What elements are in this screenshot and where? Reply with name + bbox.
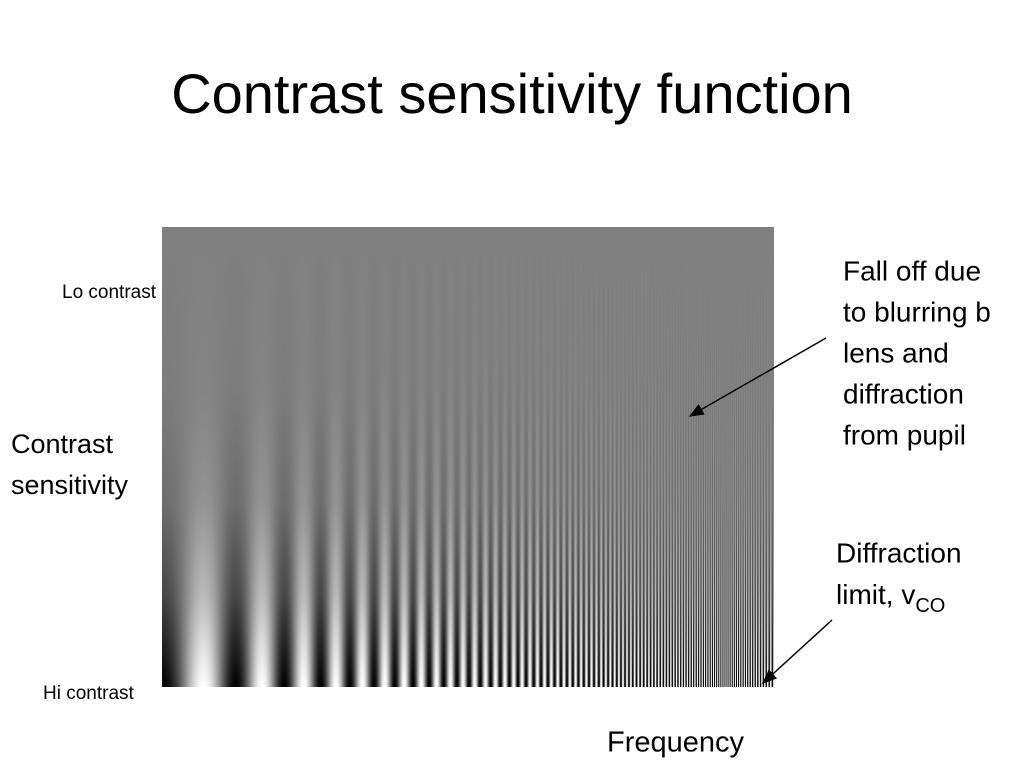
arrow [688, 337, 827, 417]
annotation-line: limit, vCO [836, 579, 945, 617]
annotation-line: diffraction [843, 378, 964, 409]
y-label: Contrast [11, 429, 114, 459]
x-label: Frequency [607, 727, 745, 759]
title: Contrast sensitivity function [171, 62, 853, 125]
annotation-line: lens and [843, 337, 949, 368]
annotation-line: from pupil [843, 419, 966, 450]
contrast-fade [162, 227, 774, 687]
bottom-label: Hi contrast [43, 683, 135, 704]
subscript: CO [915, 595, 945, 617]
top-label: Lo contrast [62, 282, 157, 303]
arrow [761, 619, 833, 685]
annotation-line: Diffraction [836, 537, 962, 568]
annotation-text: limit, v [836, 579, 915, 610]
y-label: sensitivity [11, 470, 129, 500]
annotation-line: to blurring b [843, 296, 991, 327]
annotation-line: Fall off due [843, 255, 981, 286]
